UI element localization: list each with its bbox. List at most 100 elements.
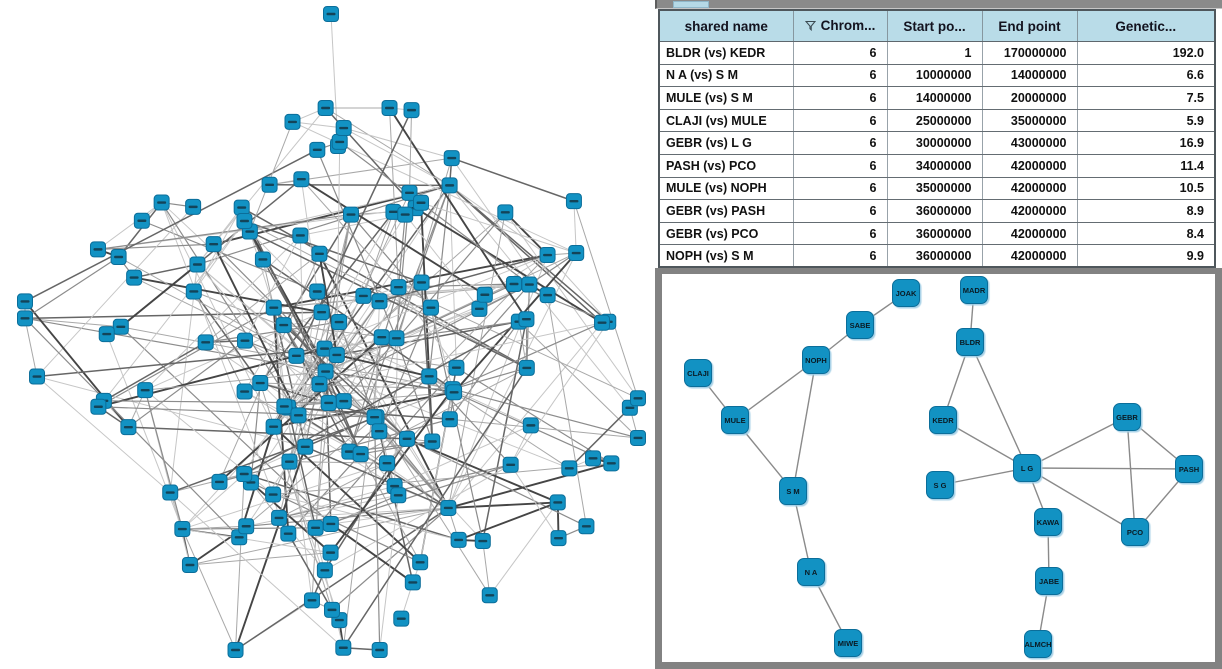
overview-node[interactable] bbox=[565, 193, 582, 210]
detail-node-ALMCH[interactable]: ALMCH bbox=[1024, 630, 1052, 658]
cell-value[interactable]: 11.4 bbox=[1077, 154, 1216, 178]
overview-node[interactable] bbox=[335, 120, 352, 137]
overview-node[interactable] bbox=[311, 376, 328, 393]
overview-node[interactable] bbox=[443, 150, 460, 167]
cell-value[interactable]: 35000000 bbox=[887, 177, 983, 201]
cell-value[interactable]: 6 bbox=[793, 177, 888, 201]
cell-value[interactable]: 9.9 bbox=[1077, 244, 1216, 268]
column-header-chromosome[interactable]: Chrom... bbox=[793, 10, 888, 42]
detail-node-BLDR[interactable]: BLDR bbox=[956, 328, 984, 356]
detail-network-canvas[interactable]: JOAK SABE NOPH CLAJI MULE S M N A MIWE MADR BLDR K… bbox=[662, 274, 1215, 662]
cell-value[interactable]: 43000000 bbox=[982, 131, 1078, 155]
table-row[interactable]: GEBR (vs) PCO 6 36000000 42000000 8.4 bbox=[659, 222, 1216, 246]
overview-node[interactable] bbox=[252, 375, 269, 392]
overview-node[interactable] bbox=[316, 562, 333, 579]
overview-node[interactable] bbox=[271, 509, 288, 526]
cell-value[interactable]: 6 bbox=[793, 109, 888, 133]
cell-value[interactable]: 6.6 bbox=[1077, 64, 1216, 88]
cell-value[interactable]: 170000000 bbox=[982, 41, 1078, 65]
overview-node[interactable] bbox=[393, 610, 410, 627]
overview-node[interactable] bbox=[371, 423, 388, 440]
cell-value[interactable]: 16.9 bbox=[1077, 131, 1216, 155]
overview-node[interactable] bbox=[254, 251, 271, 268]
overview-node[interactable] bbox=[185, 198, 202, 215]
overview-node[interactable] bbox=[331, 314, 348, 331]
table-row[interactable]: BLDR (vs) KEDR 6 1 170000000 192.0 bbox=[659, 41, 1216, 65]
overview-node[interactable] bbox=[352, 446, 369, 463]
overview-node[interactable] bbox=[261, 176, 278, 193]
overview-node[interactable] bbox=[137, 382, 154, 399]
overview-node[interactable] bbox=[293, 171, 310, 188]
cell-value[interactable]: 36000000 bbox=[887, 199, 983, 223]
cell-value[interactable]: 30000000 bbox=[887, 131, 983, 155]
detail-edge-SG-LG[interactable] bbox=[939, 467, 1028, 486]
overview-node[interactable] bbox=[539, 247, 556, 264]
cell-value[interactable]: 6 bbox=[793, 222, 888, 246]
cell-value[interactable]: 36000000 bbox=[887, 222, 983, 246]
detail-node-KAWA[interactable]: KAWA bbox=[1034, 508, 1062, 536]
column-header-end-point[interactable]: End point bbox=[982, 10, 1078, 42]
overview-node[interactable] bbox=[309, 141, 326, 158]
table-row[interactable]: N A (vs) S M 6 10000000 14000000 6.6 bbox=[659, 64, 1216, 88]
overview-node[interactable] bbox=[506, 276, 523, 293]
detail-edge-LG-PASH[interactable] bbox=[1026, 467, 1190, 470]
cell-shared-name[interactable]: GEBR (vs) PCO bbox=[659, 222, 794, 246]
overview-node[interactable] bbox=[371, 642, 388, 658]
filter-icon[interactable] bbox=[804, 19, 816, 34]
overview-node[interactable] bbox=[476, 286, 493, 303]
cell-value[interactable]: 192.0 bbox=[1077, 41, 1216, 65]
cell-value[interactable]: 42000000 bbox=[982, 154, 1078, 178]
overview-node[interactable] bbox=[185, 283, 202, 300]
overview-node[interactable] bbox=[189, 256, 206, 273]
detail-node-JOAK[interactable]: JOAK bbox=[892, 279, 920, 307]
detail-node-PASH[interactable]: PASH bbox=[1175, 455, 1203, 483]
cell-shared-name[interactable]: MULE (vs) NOPH bbox=[659, 177, 794, 201]
detail-edge-NOPH-SM[interactable] bbox=[792, 359, 817, 492]
detail-node-PCO[interactable]: PCO bbox=[1121, 518, 1149, 546]
overview-node[interactable] bbox=[539, 287, 556, 304]
cell-shared-name[interactable]: NOPH (vs) S M bbox=[659, 244, 794, 268]
overview-node[interactable] bbox=[331, 133, 348, 150]
cell-shared-name[interactable]: BLDR (vs) KEDR bbox=[659, 41, 794, 65]
overview-node[interactable] bbox=[399, 430, 416, 447]
overview-node[interactable] bbox=[126, 269, 143, 286]
overview-node[interactable] bbox=[550, 530, 567, 547]
overview-node[interactable] bbox=[238, 518, 255, 535]
overview-node[interactable] bbox=[197, 334, 214, 351]
overview-node[interactable] bbox=[17, 293, 33, 310]
cell-value[interactable]: 6 bbox=[793, 41, 888, 65]
overview-node[interactable] bbox=[276, 398, 293, 415]
cell-value[interactable]: 6 bbox=[793, 131, 888, 155]
detail-edge-LG-PCO[interactable] bbox=[1026, 467, 1136, 533]
cell-value[interactable]: 42000000 bbox=[982, 199, 1078, 223]
overview-node[interactable] bbox=[307, 519, 324, 536]
overview-node[interactable] bbox=[630, 390, 646, 407]
overview-node[interactable] bbox=[335, 393, 352, 410]
overview-node[interactable] bbox=[342, 206, 359, 223]
overview-node[interactable] bbox=[421, 368, 438, 385]
cell-value[interactable]: 8.9 bbox=[1077, 199, 1216, 223]
overview-node[interactable] bbox=[474, 533, 491, 550]
overview-node[interactable] bbox=[502, 456, 519, 473]
overview-node[interactable] bbox=[29, 368, 46, 385]
overview-node[interactable] bbox=[236, 383, 253, 400]
table-row[interactable]: GEBR (vs) L G 6 30000000 43000000 16.9 bbox=[659, 131, 1216, 155]
overview-node[interactable] bbox=[280, 525, 297, 542]
overview-node[interactable] bbox=[322, 544, 339, 561]
overview-node[interactable] bbox=[578, 518, 595, 535]
overview-node[interactable] bbox=[233, 199, 250, 216]
network-overview-panel[interactable] bbox=[0, 0, 655, 669]
overview-node[interactable] bbox=[518, 311, 535, 328]
cell-shared-name[interactable]: CLAJI (vs) MULE bbox=[659, 109, 794, 133]
column-header-shared-name[interactable]: shared name bbox=[659, 10, 794, 42]
cell-value[interactable]: 5.9 bbox=[1077, 109, 1216, 133]
detail-node-JABE[interactable]: JABE bbox=[1035, 567, 1063, 595]
overview-node[interactable] bbox=[284, 113, 301, 130]
overview-node[interactable] bbox=[497, 204, 514, 221]
overview-network-canvas[interactable] bbox=[0, 0, 655, 669]
overview-node[interactable] bbox=[373, 329, 390, 346]
overview-node[interactable] bbox=[355, 287, 372, 304]
overview-node[interactable] bbox=[521, 276, 538, 293]
column-header-start-position[interactable]: Start po... bbox=[887, 10, 983, 42]
overview-node[interactable] bbox=[112, 318, 129, 335]
